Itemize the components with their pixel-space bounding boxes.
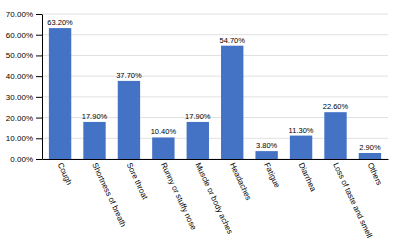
y-tick-mark	[36, 118, 42, 119]
x-tick-label: Loss of taste and smell	[331, 161, 374, 239]
y-tick-mark	[36, 14, 42, 15]
y-axis: 0.00% 10.00% 20.00% 30.00% 40.00% 50.00% 60.00…	[6, 10, 43, 164]
bar	[324, 112, 346, 159]
x-tick: Cough	[56, 159, 74, 186]
x-tick-label: Runny or stuffy nose	[159, 161, 198, 232]
grid-line	[42, 34, 388, 35]
y-tick: 10.00%	[6, 134, 42, 143]
bar	[152, 137, 174, 159]
x-tick-label: Diarrhea	[297, 161, 318, 193]
x-tick: Muscle or body aches	[193, 159, 234, 236]
x-tick-label: Headaches	[228, 161, 253, 201]
data-label: 37.70%	[116, 71, 142, 80]
bar	[255, 151, 277, 159]
y-tick-mark	[36, 97, 42, 98]
x-tick-label: Others	[366, 161, 384, 187]
x-tick-label: Fatigue	[262, 161, 282, 189]
y-tick-label: 20.00%	[6, 114, 33, 123]
chart: 63.20% 17.90% 37.70% 10.40% 17.90% 54.70% 3.80…	[0, 0, 400, 249]
grid-line	[42, 76, 388, 77]
data-label: 3.80%	[256, 141, 278, 150]
data-label: 22.60%	[323, 102, 349, 111]
y-tick-label: 10.00%	[6, 134, 33, 143]
y-tick-mark	[36, 55, 42, 56]
x-tick: Headaches	[228, 159, 253, 202]
y-tick: 30.00%	[6, 93, 42, 102]
x-tick-label: Shortness of breath	[90, 161, 128, 228]
bar	[49, 28, 71, 159]
y-tick-label: 50.00%	[6, 51, 33, 60]
bar	[118, 81, 140, 159]
y-tick: 40.00%	[6, 72, 42, 81]
y-tick-label: 30.00%	[6, 93, 33, 102]
data-label: 2.90%	[359, 143, 381, 152]
x-axis: Cough Shortness of breathSore throat Runny…	[43, 159, 389, 239]
grid-line	[42, 14, 388, 15]
x-tick: Others	[366, 159, 384, 187]
data-label: 63.20%	[47, 18, 73, 27]
y-axis-line	[42, 15, 43, 160]
x-tick: Sore throat	[125, 159, 150, 202]
y-tick: 60.00%	[6, 31, 42, 40]
data-label: 17.90%	[185, 112, 211, 121]
bar	[359, 153, 381, 159]
y-tick-mark	[36, 159, 42, 160]
x-tick-label: Sore throat	[125, 161, 150, 201]
y-tick: 70.00%	[6, 10, 42, 19]
x-tick: Loss of taste and smell	[331, 159, 374, 239]
bar	[221, 46, 243, 159]
x-axis-line	[43, 159, 389, 160]
x-tick-label: Cough	[56, 161, 74, 186]
y-tick-mark	[36, 35, 42, 36]
data-label: 17.90%	[82, 112, 108, 121]
y-tick: 50.00%	[6, 51, 42, 60]
y-tick-label: 0.00%	[10, 155, 33, 164]
bars	[49, 28, 381, 159]
x-tick: Diarrhea	[297, 159, 318, 193]
data-labels: 63.20% 17.90% 37.70% 10.40% 17.90% 54.70% 3.80…	[47, 18, 381, 152]
bar	[290, 136, 312, 159]
data-label: 10.40%	[151, 127, 177, 136]
bar	[83, 122, 105, 159]
y-tick-label: 60.00%	[6, 31, 33, 40]
x-tick: Fatigue	[262, 159, 282, 190]
y-tick: 20.00%	[6, 114, 42, 123]
grid-line	[42, 96, 388, 97]
y-tick-mark	[36, 76, 42, 77]
bar	[187, 122, 209, 159]
grid-line	[42, 55, 388, 56]
grid	[42, 14, 388, 159]
x-tick: Shortness of breath	[90, 159, 128, 228]
data-label: 11.30%	[289, 126, 314, 135]
y-tick-label: 40.00%	[6, 72, 33, 81]
y-tick-mark	[36, 138, 42, 139]
y-tick: 0.00%	[10, 155, 42, 164]
x-tick-label: Muscle or body aches	[193, 161, 234, 235]
data-label: 54.70%	[219, 36, 245, 45]
y-tick-label: 70.00%	[6, 10, 33, 19]
x-tick: Runny or stuffy nose	[159, 159, 198, 232]
